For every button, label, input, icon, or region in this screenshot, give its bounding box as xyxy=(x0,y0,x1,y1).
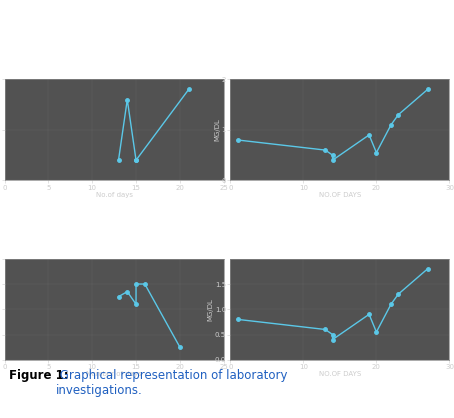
Text: Figure 1:: Figure 1: xyxy=(9,369,69,382)
X-axis label: NO.OF DAYS: NO.OF DAYS xyxy=(319,371,361,377)
Text: Scatter plot between
Serum creatinine and
duration of IP stay: Scatter plot between Serum creatinine an… xyxy=(287,28,392,58)
Y-axis label: MG/DL: MG/DL xyxy=(207,298,213,321)
X-axis label: NO.OF DAYS: NO.OF DAYS xyxy=(319,192,361,198)
X-axis label: Number of days: Number of days xyxy=(86,371,142,377)
Text: Scatter plot between
Serum creatinine and
duration of IP stay: Scatter plot between Serum creatinine an… xyxy=(287,207,392,237)
X-axis label: No.of days: No.of days xyxy=(96,192,133,198)
Text: Scatter plot between
arterial pH and duration of
IP stay: Scatter plot between arterial pH and dur… xyxy=(49,207,180,237)
Text: Graphical representation of laboratory
investigations.: Graphical representation of laboratory i… xyxy=(56,369,287,397)
Text: Scatter plot between
arterial lactate levels and
duration of IP stay: Scatter plot between arterial lactate le… xyxy=(51,28,177,58)
Y-axis label: MG/DL: MG/DL xyxy=(214,118,220,141)
